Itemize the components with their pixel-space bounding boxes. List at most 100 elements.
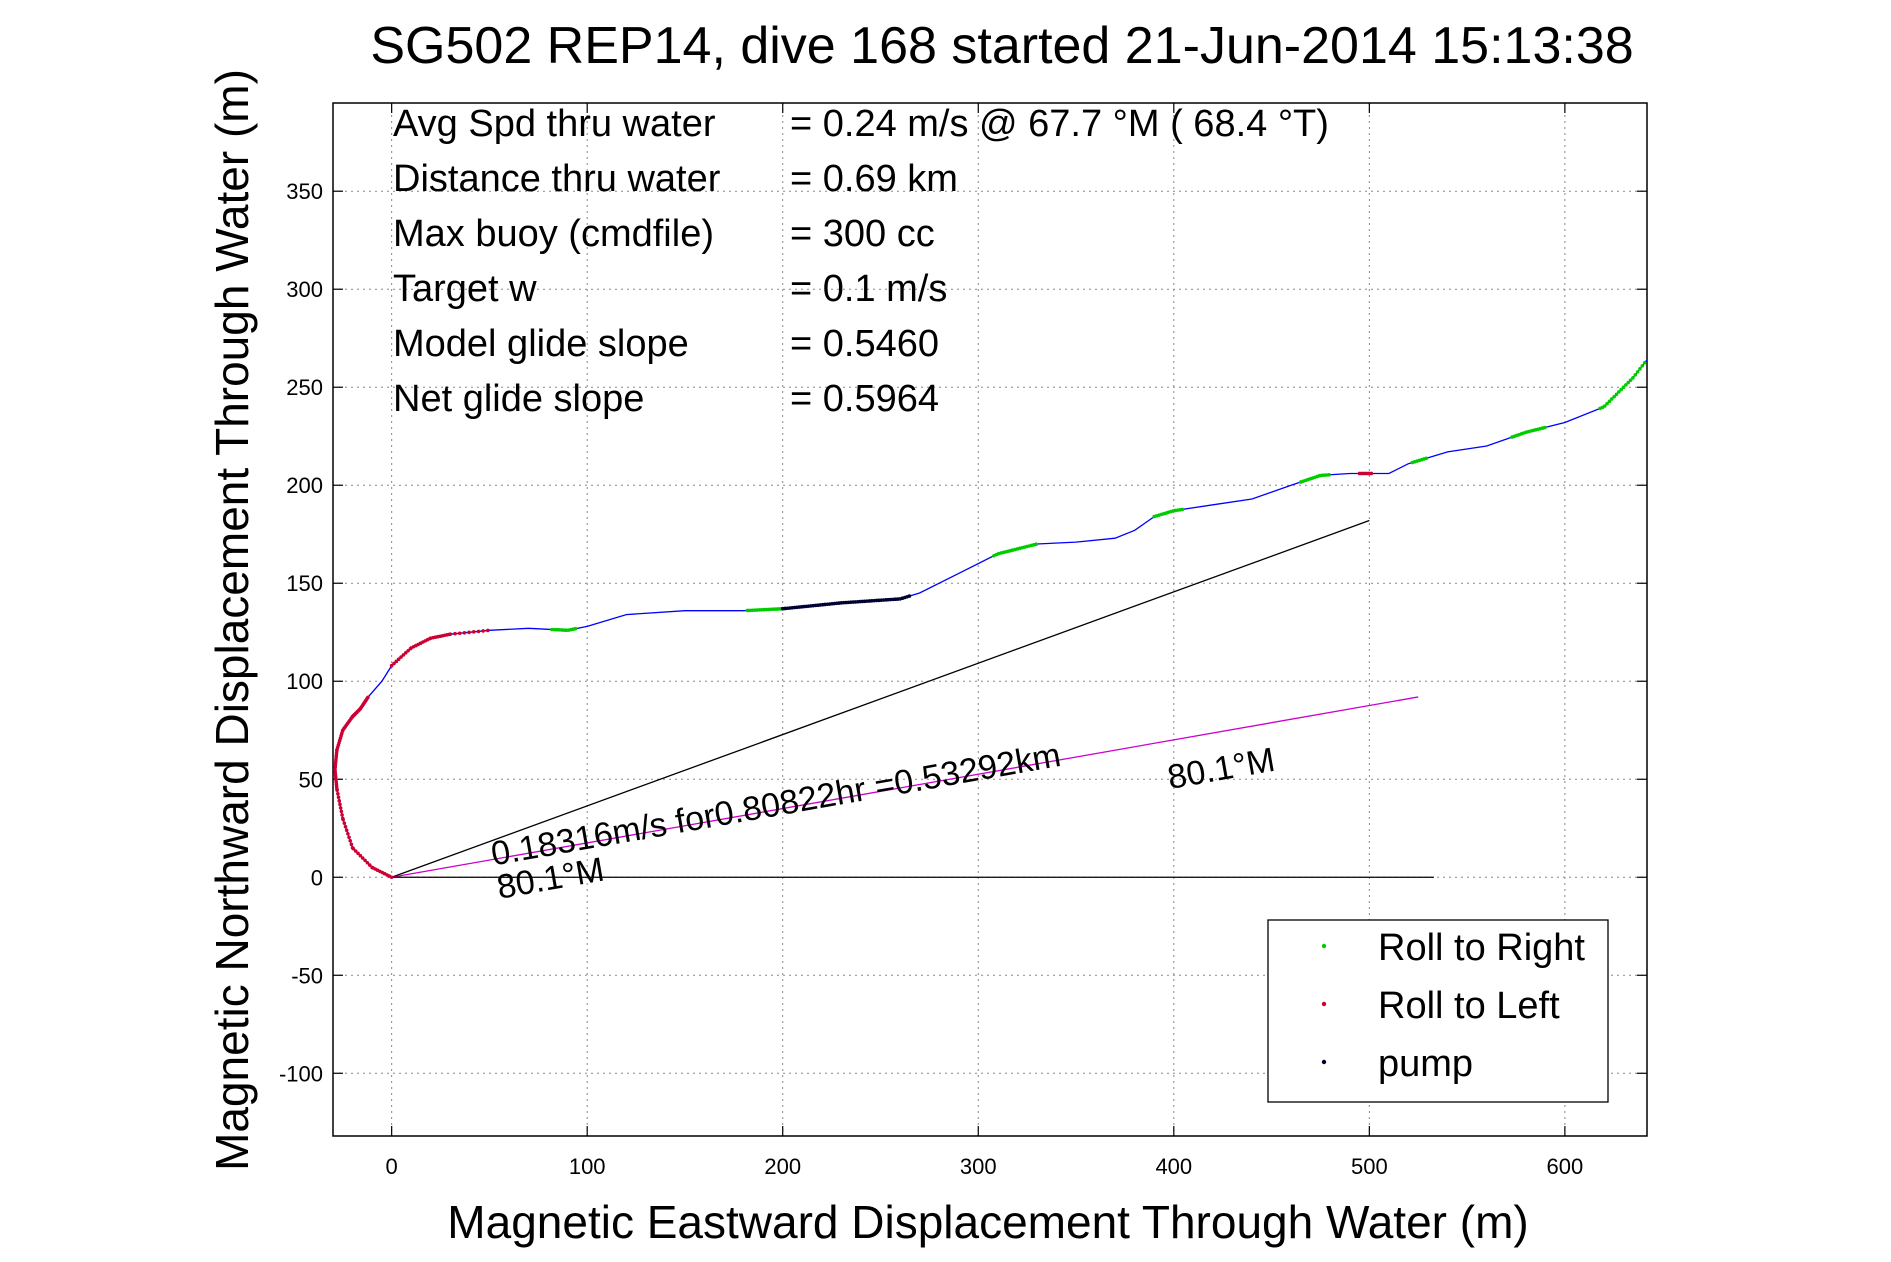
roll-right-marker — [1635, 370, 1640, 374]
roll-right-marker — [573, 626, 578, 631]
x-tick-label: 300 — [960, 1154, 997, 1179]
axis-ticks: 0 100 200 300 400 500 600 -100 -50 0 50 100 150 200 25… — [279, 103, 1647, 1179]
x-tick-label: 400 — [1155, 1154, 1192, 1179]
roll-left-marker — [342, 821, 347, 825]
roll-left-marker — [486, 628, 490, 633]
y-tick-label: 100 — [286, 669, 323, 694]
y-tick-label: -50 — [291, 963, 323, 988]
roll-right-marker — [1617, 390, 1621, 394]
reference-line — [391, 696, 1419, 878]
roll-left-marker — [471, 630, 476, 634]
roll-left-marker — [348, 839, 353, 843]
roll-left-marker — [349, 842, 354, 847]
grid — [333, 103, 1647, 1136]
y-tick-label: -100 — [279, 1061, 323, 1086]
roll-right-marker — [1614, 392, 1619, 397]
roll-right-marker — [1619, 387, 1623, 392]
roll-right-marker — [1638, 367, 1642, 371]
x-axis-title: Magnetic Eastward Displacement Through W… — [447, 1196, 1528, 1248]
stats-block: Avg Spd thru water = 0.24 m/s @ 67.7 °M (… — [393, 103, 1329, 420]
y-tick-label: 350 — [286, 179, 323, 204]
roll-left-marker — [353, 849, 358, 853]
legend-label: Roll to Right — [1378, 927, 1585, 969]
roll-left-marker — [338, 802, 342, 807]
roll-right-marker — [1602, 404, 1607, 408]
y-tick-label: 150 — [286, 571, 323, 596]
roll-left-marker — [346, 831, 350, 836]
roll-left-marker — [340, 813, 344, 817]
roll-left-marker — [338, 806, 343, 810]
roll-right-marker — [1621, 385, 1626, 390]
reference-line — [391, 519, 1370, 878]
roll-left-marker — [401, 653, 406, 657]
roll-left-marker — [360, 856, 365, 860]
roll-right-marker — [1607, 399, 1612, 404]
track-markers — [333, 361, 1647, 880]
roll-left-marker — [356, 851, 360, 856]
chart-title: SG502 REP14, dive 168 started 21-Jun-201… — [370, 17, 1633, 75]
roll-right-marker — [1610, 397, 1614, 401]
roll-left-marker — [1369, 471, 1374, 476]
roll-left-marker — [392, 661, 396, 666]
roll-right-marker — [1628, 378, 1633, 382]
x-tick-label: 200 — [764, 1154, 801, 1179]
plot-box — [332, 102, 1648, 1137]
y-tick-label: 0 — [311, 865, 323, 890]
roll-right-marker — [1631, 376, 1635, 380]
roll-left-marker — [336, 791, 340, 796]
y-tick-label: 250 — [286, 375, 323, 400]
roll-left-marker — [406, 648, 410, 653]
roll-right-marker — [1034, 542, 1038, 547]
roll-left-marker — [337, 799, 342, 803]
roll-left-marker — [476, 629, 481, 634]
legend-marker — [1321, 1001, 1327, 1007]
y-tick-label: 50 — [299, 767, 323, 792]
roll-left-marker — [363, 858, 367, 863]
roll-left-marker — [481, 629, 485, 633]
stat-label: Net glide slope — [393, 378, 644, 420]
legend-marker — [1321, 943, 1327, 949]
roll-right-marker — [1543, 425, 1547, 430]
roll-left-marker — [399, 655, 403, 659]
stat-value: = 0.5964 — [790, 378, 939, 420]
roll-left-marker — [366, 695, 370, 700]
stat-label: Model glide slope — [393, 323, 689, 365]
legend-label: pump — [1378, 1043, 1473, 1085]
roll-left-marker — [403, 651, 408, 655]
stat-value: = 300 cc — [790, 213, 935, 255]
roll-left-marker — [448, 632, 453, 637]
pump-marker — [907, 594, 912, 598]
roll-left-marker — [462, 630, 467, 635]
roll-left-marker — [336, 795, 341, 800]
roll-left-marker — [453, 631, 457, 636]
roll-right-marker — [1424, 456, 1429, 461]
roll-right-marker — [1180, 507, 1185, 512]
reference-lines — [391, 519, 1434, 878]
y-tick-label: 200 — [286, 473, 323, 498]
roll-left-marker — [340, 816, 345, 821]
stat-label: Distance thru water — [393, 158, 721, 200]
roll-left-marker — [457, 631, 462, 636]
y-axis-title: Magnetic Northward Displacement Through … — [206, 69, 258, 1171]
x-tick-label: 600 — [1547, 1154, 1584, 1179]
roll-right-marker — [1327, 473, 1331, 477]
roll-right-marker — [1640, 364, 1645, 368]
roll-right-marker — [1633, 373, 1638, 377]
roll-right-marker — [1626, 380, 1631, 385]
roll-right-marker — [1605, 401, 1609, 406]
roll-left-marker — [389, 663, 394, 668]
roll-right-marker — [1612, 394, 1616, 399]
legend-marker — [1321, 1059, 1327, 1065]
legend-label: Roll to Left — [1378, 985, 1560, 1027]
roll-left-marker — [343, 824, 348, 829]
legend-box — [1267, 919, 1609, 1103]
roll-left-marker — [347, 835, 351, 840]
x-tick-label: 500 — [1351, 1154, 1388, 1179]
x-tick-label: 0 — [386, 1154, 398, 1179]
roll-left-marker — [339, 809, 344, 814]
stat-label: Max buoy (cmdfile) — [393, 213, 714, 255]
stat-label: Target w — [393, 268, 537, 310]
x-tick-label: 100 — [569, 1154, 606, 1179]
roll-left-marker — [365, 860, 370, 865]
